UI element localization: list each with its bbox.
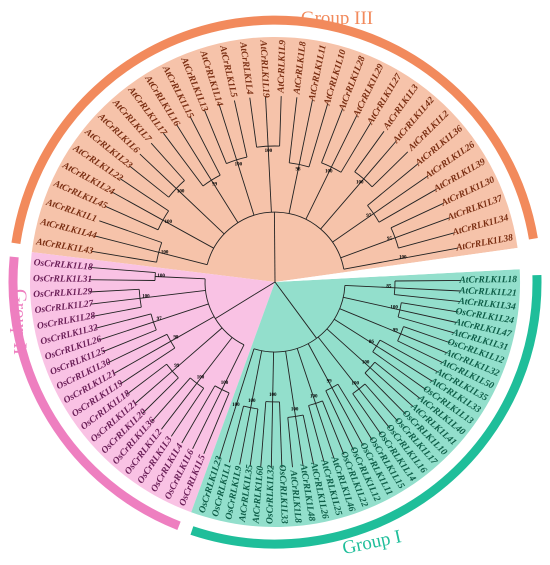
leaf-label-oscrrlk1l33: OsCrRLK1L33 bbox=[277, 465, 289, 525]
bootstrap-value: 100 bbox=[235, 163, 243, 168]
bootstrap-value: 100 bbox=[399, 255, 407, 260]
bootstrap-value: 100 bbox=[177, 190, 185, 195]
group-label-ii: Group II bbox=[9, 289, 30, 355]
leaf-label-atcrrlk1l19: AtCrRLK1L19 bbox=[257, 39, 270, 98]
bootstrap-value: 99 bbox=[327, 379, 333, 384]
bootstrap-value: 100 bbox=[221, 381, 229, 386]
outer-arc-group-i bbox=[190, 274, 542, 549]
bootstrap-value: 100 bbox=[291, 408, 299, 413]
group-outer-arcs bbox=[8, 15, 545, 549]
bootstrap-value: 98 bbox=[296, 167, 302, 172]
leaf-label-atcrrlk1l60: AtCrRLK1L60 bbox=[252, 465, 266, 524]
sector-group-iii bbox=[31, 36, 518, 282]
bootstrap-value: 100 bbox=[362, 361, 370, 366]
bootstrap-value: 99 bbox=[393, 329, 399, 334]
bootstrap-value: 100 bbox=[356, 181, 364, 186]
group-label-iii: Group III bbox=[301, 8, 373, 29]
bootstrap-value: 100 bbox=[269, 393, 277, 398]
bootstrap-labels: 100 100 100 99 100 100 98 100 100 97 95 100 100 100 99… bbox=[142, 149, 407, 412]
bootstrap-value: 100 bbox=[248, 399, 256, 404]
sector-gap bbox=[275, 244, 545, 282]
bootstrap-value: 85 bbox=[386, 285, 392, 290]
bootstrap-value: 100 bbox=[310, 395, 318, 400]
tree-branches bbox=[88, 96, 462, 469]
bootstrap-value: 100 bbox=[232, 403, 240, 408]
leaf-label-atcrrlk1l18: AtCrRLK1L18 bbox=[458, 275, 517, 286]
bootstrap-value: 100 bbox=[390, 306, 398, 311]
leaf-label-oscrrlk1l32: OsCrRLK1L32 bbox=[265, 465, 276, 525]
bootstrap-value: 98 bbox=[173, 335, 179, 340]
leaf-label-atcrrlk1l21: AtCrRLK1L21 bbox=[458, 286, 517, 299]
bootstrap-value: 100 bbox=[352, 381, 360, 386]
bootstrap-value: 99 bbox=[174, 364, 180, 369]
bootstrap-value: 100 bbox=[164, 220, 172, 225]
bootstrap-value: 100 bbox=[197, 376, 205, 381]
bootstrap-value: 95 bbox=[387, 237, 393, 242]
outer-arc-group-iii bbox=[11, 15, 538, 244]
leaf-label-oscrrlk1l18: OsCrRLK1L18 bbox=[33, 258, 93, 273]
leaf-label-atcrrlk1l9: AtCrRLK1L9 bbox=[276, 40, 288, 94]
bootstrap-value: 99 bbox=[212, 182, 218, 187]
bootstrap-value: 100 bbox=[157, 274, 165, 279]
bootstrap-value: 86 bbox=[369, 340, 375, 345]
bootstrap-value: 97 bbox=[366, 214, 372, 219]
bootstrap-value: 100 bbox=[161, 251, 169, 256]
bootstrap-value: 100 bbox=[265, 149, 273, 154]
leaf-label-oscrrlk1l31: OsCrRLK1L31 bbox=[33, 274, 92, 285]
outer-arc-group-ii bbox=[8, 256, 181, 530]
bootstrap-value: 100 bbox=[142, 295, 150, 300]
bootstrap-value: 100 bbox=[325, 170, 333, 175]
bootstrap-value: 97 bbox=[157, 317, 163, 322]
leaf-label-oscrrlk1l29: OsCrRLK1L29 bbox=[33, 287, 93, 300]
